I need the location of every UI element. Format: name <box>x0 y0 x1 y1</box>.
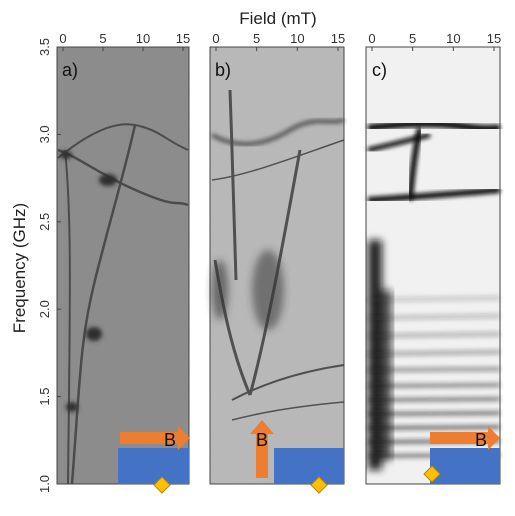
panel-a-spots <box>60 151 117 412</box>
panel-c-x-ticks: 0 5 10 15 <box>368 31 501 51</box>
panel-b-x-ticks: 0 5 10 15 <box>212 31 345 51</box>
panel-b-field-label: B <box>256 430 268 450</box>
x-tick-label: 0 <box>368 31 375 46</box>
panel-a-field-arrow <box>120 426 190 450</box>
y-tick-label: 3.5 <box>37 38 52 56</box>
x-tick-label: 10 <box>446 31 460 46</box>
y-tick-label: 2.5 <box>37 213 52 231</box>
panel-a-y-ticks: 1.0 1.5 2.0 2.5 3.0 3.5 <box>37 38 61 493</box>
panel-a-label: a) <box>62 60 78 80</box>
panel-c-label: c) <box>372 60 387 80</box>
x-tick-label: 5 <box>409 31 416 46</box>
panel-a-sample-diamond <box>153 476 171 494</box>
x-tick-label: 5 <box>99 31 106 46</box>
x-tick-label: 15 <box>331 31 345 46</box>
panel-c-features <box>367 120 501 203</box>
panel-b-inset: B <box>250 420 344 494</box>
panel-a-field-label: B <box>164 430 176 450</box>
panel-b-label: b) <box>215 60 231 80</box>
x-tick-label: 5 <box>253 31 260 46</box>
panel-c-inset: B <box>423 426 500 484</box>
y-tick-label: 1.0 <box>37 475 52 493</box>
panel-c: 0 5 10 15 c) B <box>365 31 501 485</box>
panel-c-field-label: B <box>475 430 487 450</box>
x-tick-label: 15 <box>487 31 501 46</box>
panel-a-inset: B <box>118 426 190 494</box>
x-tick-label: 0 <box>212 31 219 46</box>
y-tick-label: 1.5 <box>37 388 52 406</box>
y-tick-label: 3.0 <box>37 125 52 143</box>
x-tick-label: 15 <box>176 31 190 46</box>
panel-a-noise <box>57 47 189 484</box>
panel-a-x-ticks: 0 5 10 15 <box>59 31 190 51</box>
panel-b-substrate <box>274 448 344 484</box>
y-tick-label: 2.0 <box>37 300 52 318</box>
panel-a-substrate <box>118 448 189 484</box>
panel-c-substrate <box>430 448 500 484</box>
panel-a: 0 5 10 15 1.0 1.5 2.0 2.5 3.0 3.5 a) B <box>37 31 190 494</box>
panel-c-fringes <box>367 295 501 459</box>
y-axis-title: Frequency (GHz) <box>10 203 29 333</box>
panel-b-sample-diamond <box>310 476 328 494</box>
x-tick-label: 0 <box>59 31 66 46</box>
panel-c-field-arrow <box>430 426 500 450</box>
x-tick-label: 10 <box>290 31 304 46</box>
x-tick-label: 10 <box>136 31 150 46</box>
panel-b-field-arrow <box>250 420 274 478</box>
panel-c-sample-diamond <box>423 465 441 483</box>
panel-b-spots <box>212 250 284 330</box>
x-axis-title: Field (mT) <box>239 9 316 28</box>
panel-b: 0 5 10 15 b) B <box>209 31 345 494</box>
